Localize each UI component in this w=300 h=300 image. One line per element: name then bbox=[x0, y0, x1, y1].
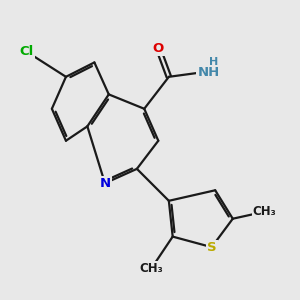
Text: S: S bbox=[207, 241, 217, 254]
Text: H: H bbox=[209, 57, 218, 67]
Text: NH: NH bbox=[197, 67, 220, 80]
Text: CH₃: CH₃ bbox=[140, 262, 163, 275]
Text: CH₃: CH₃ bbox=[253, 205, 277, 218]
Text: N: N bbox=[99, 177, 110, 190]
Text: Cl: Cl bbox=[20, 45, 34, 58]
Text: O: O bbox=[153, 42, 164, 55]
